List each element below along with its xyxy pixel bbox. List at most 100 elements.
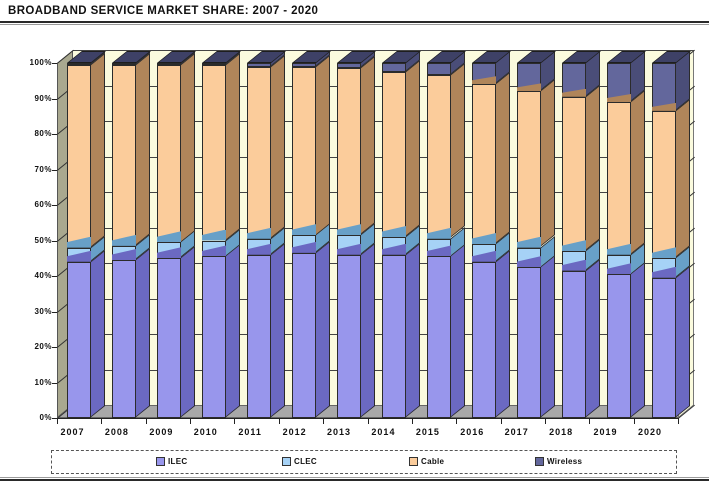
y-tick-label: 50%: [34, 235, 52, 245]
bar-2014-wireless-front: [382, 63, 406, 72]
y-axis-tick: [52, 205, 57, 206]
legend-label: Cable: [421, 457, 445, 466]
bar-2020-cable-topface: [652, 102, 676, 111]
bar-2012-ilec-side: [315, 240, 330, 418]
bar-2009-cable-side: [180, 52, 195, 243]
bar-2020-cable-side: [675, 98, 690, 259]
bar-2008-cable-front: [112, 64, 136, 246]
bar-2018-cable-side: [585, 84, 600, 252]
bar-2008-ilec-side: [135, 248, 150, 418]
bar-2014-clec-topface: [382, 225, 406, 237]
bar-2013-ilec-front: [337, 254, 361, 418]
title-rule-gray: [0, 24, 709, 25]
bar-2016-ilec-side: [495, 249, 510, 418]
bar-2007-cable-front: [67, 64, 91, 248]
legend-item-cable: Cable: [409, 457, 444, 466]
bar-2015-wireless-front: [427, 63, 451, 76]
bar-2010-cable-front: [202, 64, 226, 241]
bar-2019-ilec-topface: [607, 263, 631, 275]
bar-2019-cable-front: [607, 102, 631, 255]
bar-2019-clec-topface: [607, 243, 631, 255]
legend-item-clec: CLEC: [282, 457, 317, 466]
bar-2013-ilec-side: [360, 242, 375, 418]
bar-2010-cable-side: [225, 52, 240, 241]
bar-2009-clec-topface: [157, 231, 181, 243]
bar-2011-cable-front: [247, 66, 271, 239]
bar-2016-clec-topface: [472, 233, 496, 245]
y-tick-label: 90%: [34, 93, 52, 103]
bar-2019-cable-topface: [607, 94, 631, 103]
y-axis-tick: [52, 382, 57, 384]
x-axis-tick: [323, 418, 325, 424]
x-axis-label: 2007: [60, 427, 85, 437]
bar-2015-clec-topface: [427, 227, 451, 239]
bottom-rule-dark: [0, 479, 709, 481]
bar-2010-ilec-front: [202, 256, 226, 418]
x-axis-tick: [145, 418, 147, 424]
bar-2008-clec-topface: [112, 234, 136, 246]
bar-2017-ilec-side: [540, 255, 555, 418]
y-tick-label: 70%: [34, 164, 52, 174]
x-axis-label: 2015: [415, 427, 440, 437]
y-tick-label: 0%: [39, 413, 52, 422]
y-axis-tick: [52, 347, 57, 348]
bar-2008-ilec-topface: [112, 249, 136, 261]
y-axis-tick: [52, 418, 57, 419]
bar-2011-ilec-side: [270, 242, 285, 418]
bar-2018-ilec-topface: [562, 259, 586, 271]
bar-2007-ilec-front: [67, 261, 91, 418]
bar-2016-cable-topface: [472, 76, 496, 85]
x-axis-tick: [278, 418, 280, 424]
bar-2018-cable-front: [562, 96, 586, 252]
x-axis-tick: [411, 418, 413, 424]
y-axis-tick: [52, 311, 57, 313]
y-axis-tick: [52, 276, 57, 277]
bar-2018-ilec-front: [562, 270, 586, 418]
x-axis-tick: [500, 418, 502, 424]
bar-2018-clec-topface: [562, 240, 586, 252]
bar-2019-ilec-side: [630, 262, 645, 418]
bar-2019-ilec-front: [607, 274, 631, 418]
y-tick-label: 100%: [29, 58, 52, 67]
bar-2018-cable-topface: [562, 88, 586, 97]
x-axis-label: 2019: [593, 427, 618, 437]
y-axis-tick: [52, 134, 57, 135]
bar-2016-cable-front: [472, 84, 496, 245]
y-tick-label: 20%: [34, 342, 52, 351]
bar-2009-ilec-front: [157, 258, 181, 418]
bar-2011-cable-side: [270, 54, 285, 239]
x-axis-tick: [678, 418, 679, 424]
y-axis-tick: [52, 169, 57, 171]
x-axis-label: 2018: [549, 427, 574, 437]
bar-2017-cable-side: [540, 79, 555, 248]
y-axis-tick: [52, 240, 57, 242]
x-axis-tick: [101, 418, 103, 424]
bar-2017-clec-topface: [517, 236, 541, 248]
bar-2012-wireless-front: [292, 63, 316, 67]
bar-2008-ilec-front: [112, 260, 136, 418]
x-axis-label: 2008: [104, 427, 129, 437]
x-axis-tick: [456, 418, 458, 424]
bar-2009-wireless-front: [157, 63, 181, 65]
legend-item-wireless: Wireless: [535, 457, 582, 466]
bar-2012-cable-front: [292, 66, 316, 236]
bar-2016-ilec-front: [472, 261, 496, 418]
bar-2013-wireless-front: [337, 63, 361, 69]
bar-2013-clec-topface: [337, 224, 361, 236]
title-rule-dark: [0, 21, 709, 23]
bar-2007-cable-side: [90, 52, 105, 248]
x-axis-label: 2013: [327, 427, 352, 437]
bar-2012-ilec-topface: [292, 241, 316, 253]
bar-2014-ilec-side: [405, 242, 420, 418]
bottom-rule-gray: [0, 477, 709, 478]
bar-2013-ilec-topface: [337, 243, 361, 255]
y-axis-tick: [52, 63, 57, 64]
bar-2014-ilec-topface: [382, 243, 406, 255]
x-axis-label: 2017: [504, 427, 529, 437]
bar-2015-ilec-side: [450, 244, 465, 418]
bar-2007-clec-topface: [67, 236, 91, 248]
bar-2014-cable-front: [382, 71, 406, 237]
y-tick-label: 40%: [34, 271, 52, 280]
page-title: BROADBAND SERVICE MARKET SHARE: 2007 - 2…: [8, 5, 319, 17]
